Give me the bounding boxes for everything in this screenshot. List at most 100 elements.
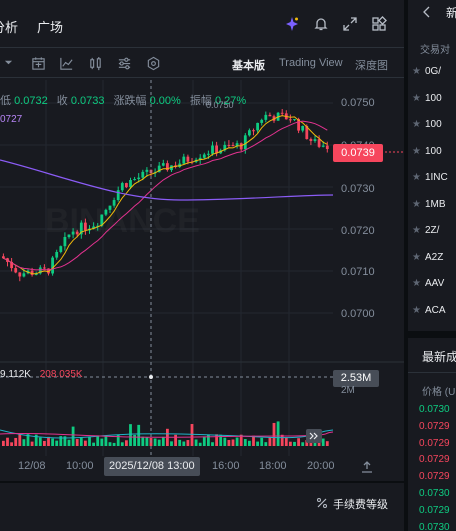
trade-price: 0.0730	[419, 488, 450, 499]
pair-item[interactable]: ★ A2Z	[412, 252, 443, 263]
pair-item[interactable]: ★ 0G/	[412, 66, 441, 77]
candle	[215, 145, 218, 154]
kline-chart[interactable]: BINANCE	[0, 0, 404, 456]
time-tick: 16:00	[212, 460, 240, 472]
view-basic-button[interactable]: 基本版	[232, 60, 265, 72]
settings-icon[interactable]	[117, 56, 132, 71]
pair-item[interactable]: ★ 100	[412, 146, 442, 157]
candle-icon[interactable]	[88, 56, 103, 71]
candle	[51, 257, 54, 274]
hexagon-icon[interactable]	[146, 56, 161, 71]
candle	[207, 153, 210, 155]
pair-symbol: 1INC	[424, 172, 448, 183]
candle	[264, 114, 268, 120]
view-tradingview-button[interactable]: Trading View	[279, 57, 343, 69]
volume-bar	[10, 442, 13, 446]
star-icon[interactable]: ★	[412, 119, 421, 130]
view-depth-button[interactable]: 深度图	[355, 60, 388, 72]
volume-bar	[198, 442, 202, 446]
line-chart-icon[interactable]	[59, 56, 74, 71]
candle	[293, 119, 296, 121]
candle	[55, 251, 59, 258]
chart-tabs: 分析 广场	[0, 0, 404, 48]
candle	[256, 122, 259, 131]
candle	[2, 256, 5, 259]
volume-bar	[293, 441, 296, 446]
volume-bar	[79, 437, 83, 446]
volume-bar	[264, 442, 268, 446]
candle	[248, 130, 251, 136]
candle	[235, 143, 239, 146]
volume-bar	[260, 437, 264, 446]
time-tick: 20:00	[307, 460, 335, 472]
candle	[79, 222, 83, 235]
volume-bar	[59, 436, 63, 446]
pair-item[interactable]: ★ 2Z/	[412, 225, 439, 236]
star-icon[interactable]: ★	[412, 145, 421, 157]
low-value: 0.0732	[14, 95, 48, 107]
ma25-line	[3, 120, 328, 271]
star-icon[interactable]: ★	[412, 66, 421, 77]
fee-level-link[interactable]: 手续费等级	[333, 499, 388, 511]
star-icon[interactable]: ★	[412, 92, 421, 104]
candle	[297, 119, 300, 131]
candle	[22, 273, 26, 277]
chevron-left-icon[interactable]	[422, 6, 432, 18]
fit-icon[interactable]	[360, 460, 374, 474]
volume-bar	[272, 422, 276, 446]
expand-icon[interactable]	[342, 16, 358, 32]
volume-bar	[231, 439, 235, 446]
volume-bar	[34, 434, 38, 446]
volume-bar	[153, 438, 157, 446]
pairs-panel-title: 新	[446, 6, 456, 20]
volume-bar	[100, 438, 104, 446]
current-price-badge: 0.0739	[333, 144, 383, 162]
volume-bar	[305, 440, 309, 446]
pair-item[interactable]: ★ 1MB	[412, 199, 446, 210]
pair-symbol: 1MB	[424, 198, 446, 210]
star-icon[interactable]: ★	[412, 172, 421, 183]
volume-bar	[227, 439, 231, 446]
star-icon[interactable]: ★	[412, 304, 421, 316]
candle	[243, 135, 247, 150]
star-icon[interactable]: ★	[412, 251, 421, 263]
star-icon[interactable]: ★	[412, 198, 421, 210]
pair-item[interactable]: ★ AAV	[412, 278, 444, 289]
calendar-icon[interactable]	[31, 56, 46, 71]
pair-item[interactable]: ★ 1INC	[412, 172, 448, 183]
spark-icon[interactable]	[284, 16, 300, 32]
candle	[129, 180, 132, 188]
star-icon[interactable]: ★	[412, 278, 421, 289]
candle	[63, 236, 67, 247]
candle	[223, 144, 227, 151]
volume-info: 9.112K 208.035K	[0, 369, 83, 380]
trade-price: 0.0729	[419, 420, 450, 432]
volume-bar	[137, 424, 141, 446]
candle	[198, 157, 202, 160]
tab-square[interactable]: 广场	[37, 20, 64, 35]
candle	[186, 156, 190, 162]
recent-trades-panel: 最新成 价格 (U 0.0730 0.0729 0.0729 0.0729 0.0729…	[408, 338, 456, 531]
pair-item[interactable]: ★ ACA	[412, 305, 446, 316]
candle	[182, 156, 186, 164]
volume-bar	[325, 441, 329, 446]
pair-item[interactable]: ★ 100	[412, 93, 442, 104]
candle	[141, 171, 145, 178]
star-icon[interactable]: ★	[412, 225, 421, 236]
volume-bar	[239, 434, 243, 446]
candle	[301, 125, 305, 131]
grid-icon[interactable]	[371, 16, 387, 32]
volume-bar	[67, 439, 71, 446]
forward-icon[interactable]	[306, 429, 322, 443]
volume-bar	[280, 434, 284, 446]
volume-bar	[38, 437, 42, 446]
candle	[309, 139, 313, 141]
tab-analysis[interactable]: 分析	[0, 20, 19, 35]
bell-icon[interactable]	[313, 16, 329, 32]
volume-bar	[321, 438, 325, 446]
pair-item[interactable]: ★ 100	[412, 119, 442, 130]
candle	[260, 119, 264, 123]
volume-bar	[190, 424, 194, 446]
caret-down-icon[interactable]	[4, 58, 13, 67]
volume-bar	[207, 434, 210, 446]
